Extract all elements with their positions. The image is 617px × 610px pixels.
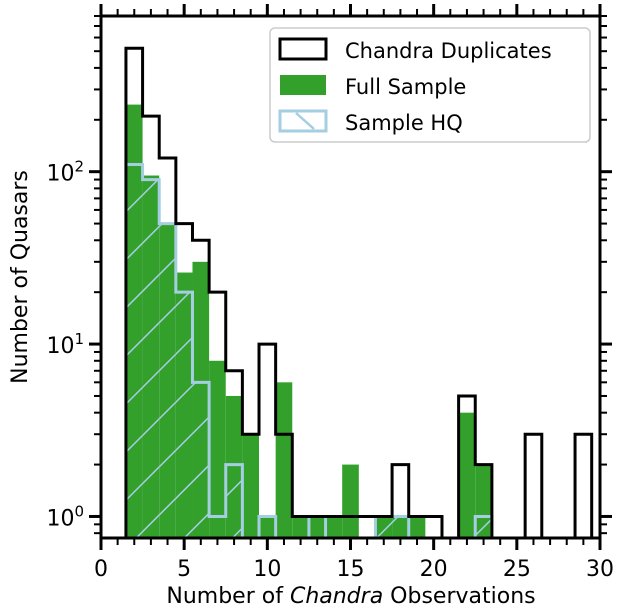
sample-hq-hatch-bar: [159, 223, 176, 538]
legend-swatch-hatch-line: [295, 112, 315, 130]
legend-frame: [269, 27, 591, 143]
sample-hq-hatch-bar: [192, 382, 210, 538]
full-sample-bar: [275, 382, 293, 538]
legend-item-chandra-duplicates: Chandra Duplicates: [278, 37, 552, 63]
sample-hq-hatch-bar: [259, 516, 276, 538]
sample-hq-hatch-bar: [125, 164, 143, 538]
legend-swatch-sample-hq: [278, 109, 328, 133]
legend: Chandra Duplicates Full Sample Sample HQ: [269, 27, 591, 143]
sample-hq-hatch-bar: [175, 292, 193, 538]
sample-hq-hatch-bar: [209, 516, 226, 538]
legend-item-sample-hq: Sample HQ: [278, 109, 463, 135]
legend-swatch-chandra-duplicates: [278, 37, 328, 61]
chandra-duplicates-outline: [124, 46, 594, 538]
x-tick-label: 25: [503, 557, 531, 582]
full-sample-bar: [458, 412, 476, 538]
x-tick-label: 10: [253, 557, 281, 582]
x-axis-label: Number of Chandra Observations: [166, 584, 535, 609]
full-sample-bar: [209, 360, 226, 538]
y-tick-labels: 100 101 102: [46, 158, 84, 532]
full-sample-bar: [292, 516, 309, 538]
y-axis-label: Number of Quasars: [8, 170, 33, 384]
x-tick-label: 15: [337, 557, 365, 582]
y-tick-label: 101: [46, 330, 84, 359]
sample-hq-hatch-bar: [475, 516, 492, 538]
sample-hq-hatch-bar: [308, 516, 326, 538]
x-axis-label-part-2: Chandra: [290, 584, 383, 609]
x-tick-label: 20: [420, 557, 448, 582]
full-sample-bar: [408, 516, 426, 538]
legend-label-chandra-duplicates: Chandra Duplicates: [345, 39, 552, 63]
sample-hq-hatch-bar: [225, 464, 243, 538]
sample-hq-hatch-bar: [375, 516, 393, 538]
sample-hq-hatch-bar: [142, 179, 160, 538]
legend-label-sample-hq: Sample HQ: [345, 111, 463, 135]
x-axis-label-part-3: Observations: [383, 584, 535, 609]
ticks-layer: [89, 4, 612, 550]
x-tick-label: 0: [94, 557, 108, 582]
x-tick-labels: 0 5 10 15 20 25 30: [94, 557, 614, 582]
x-tick-label: 5: [177, 557, 191, 582]
full-sample-bar: [342, 464, 359, 538]
bars-layer: [124, 46, 594, 538]
x-axis-label-part-1: Number of: [166, 584, 290, 609]
full-sample-bar: [242, 434, 260, 538]
y-tick-label: 100: [46, 502, 84, 531]
legend-item-full-sample: Full Sample: [280, 75, 466, 99]
x-tick-label: 30: [586, 557, 614, 582]
y-tick-label: 102: [46, 158, 84, 187]
legend-swatch-full-sample: [280, 75, 326, 95]
full-sample-bar: [325, 516, 343, 538]
legend-label-full-sample: Full Sample: [345, 75, 466, 99]
sample-hq-hatch-bar: [392, 516, 409, 538]
